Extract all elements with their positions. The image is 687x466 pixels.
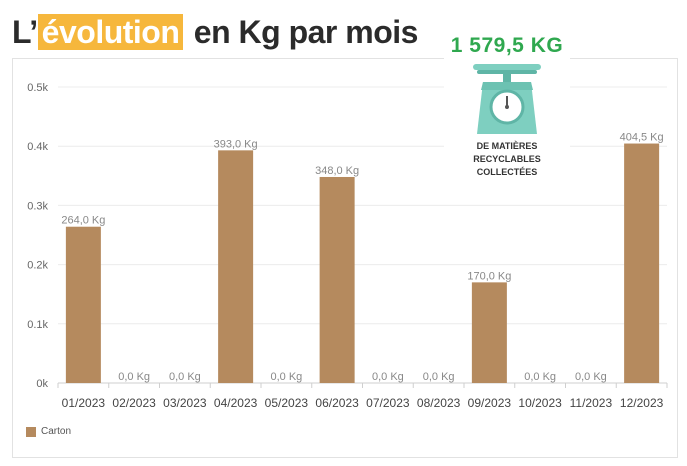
legend-swatch — [26, 426, 36, 437]
y-tick-label: 0k — [36, 378, 48, 390]
x-tick-label: 07/2023 — [366, 396, 410, 410]
total-badge: 1 579,5 KG DE MATIÈRES RECYCLABLES COLLE… — [444, 32, 570, 182]
x-tick-label: 06/2023 — [315, 396, 359, 410]
data-label: 393,0 Kg — [214, 138, 258, 150]
x-tick-label: 11/2023 — [570, 396, 613, 410]
data-label: 404,5 Kg — [620, 132, 664, 144]
title-rest: en Kg par mois — [185, 14, 419, 50]
bar — [624, 143, 660, 383]
x-tick-label: 09/2023 — [468, 396, 512, 410]
data-label: 0,0 Kg — [270, 371, 302, 383]
total-weight: 1 579,5 KG — [450, 34, 564, 57]
page-title: L’ évolution en Kg par mois — [12, 14, 418, 51]
x-tick-label: 08/2023 — [417, 396, 461, 410]
bar — [65, 226, 101, 383]
badge-caption-line1: DE MATIÈRES RECYCLABLES — [473, 141, 541, 164]
y-tick-label: 0.2k — [27, 260, 48, 272]
data-label: 0,0 Kg — [169, 371, 201, 383]
y-tick-label: 0.4k — [27, 141, 48, 153]
data-label: 0,0 Kg — [372, 371, 404, 383]
data-label: 348,0 Kg — [315, 165, 359, 177]
x-tick-label: 12/2023 — [620, 396, 664, 410]
x-tick-label: 01/2023 — [62, 396, 106, 410]
data-label: 0,0 Kg — [423, 371, 455, 383]
data-label: 0,0 Kg — [524, 371, 556, 383]
data-label: 170,0 Kg — [467, 270, 511, 282]
x-tick-label: 05/2023 — [265, 396, 309, 410]
data-label: 0,0 Kg — [575, 371, 607, 383]
y-tick-label: 0.3k — [27, 200, 48, 212]
bar — [471, 282, 507, 383]
bar — [319, 176, 355, 383]
y-tick-label: 0.1k — [27, 319, 48, 331]
badge-caption-line2: COLLECTÉES — [476, 167, 538, 177]
legend-label: Carton — [41, 426, 72, 437]
bar — [218, 150, 254, 383]
scale-icon — [473, 64, 541, 134]
chart-legend[interactable]: Carton — [26, 426, 71, 437]
y-tick-label: 0.5k — [27, 82, 48, 94]
x-tick-label: 02/2023 — [112, 396, 156, 410]
x-tick-label: 04/2023 — [214, 396, 258, 410]
badge-caption: DE MATIÈRES RECYCLABLES COLLECTÉES — [444, 140, 570, 179]
x-tick-label: 10/2023 — [518, 396, 562, 410]
title-highlight: évolution — [37, 14, 184, 50]
x-tick-label: 03/2023 — [163, 396, 207, 410]
data-label: 0,0 Kg — [118, 371, 150, 383]
title-prefix: L’ — [12, 14, 38, 50]
data-label: 264,0 Kg — [61, 215, 105, 227]
